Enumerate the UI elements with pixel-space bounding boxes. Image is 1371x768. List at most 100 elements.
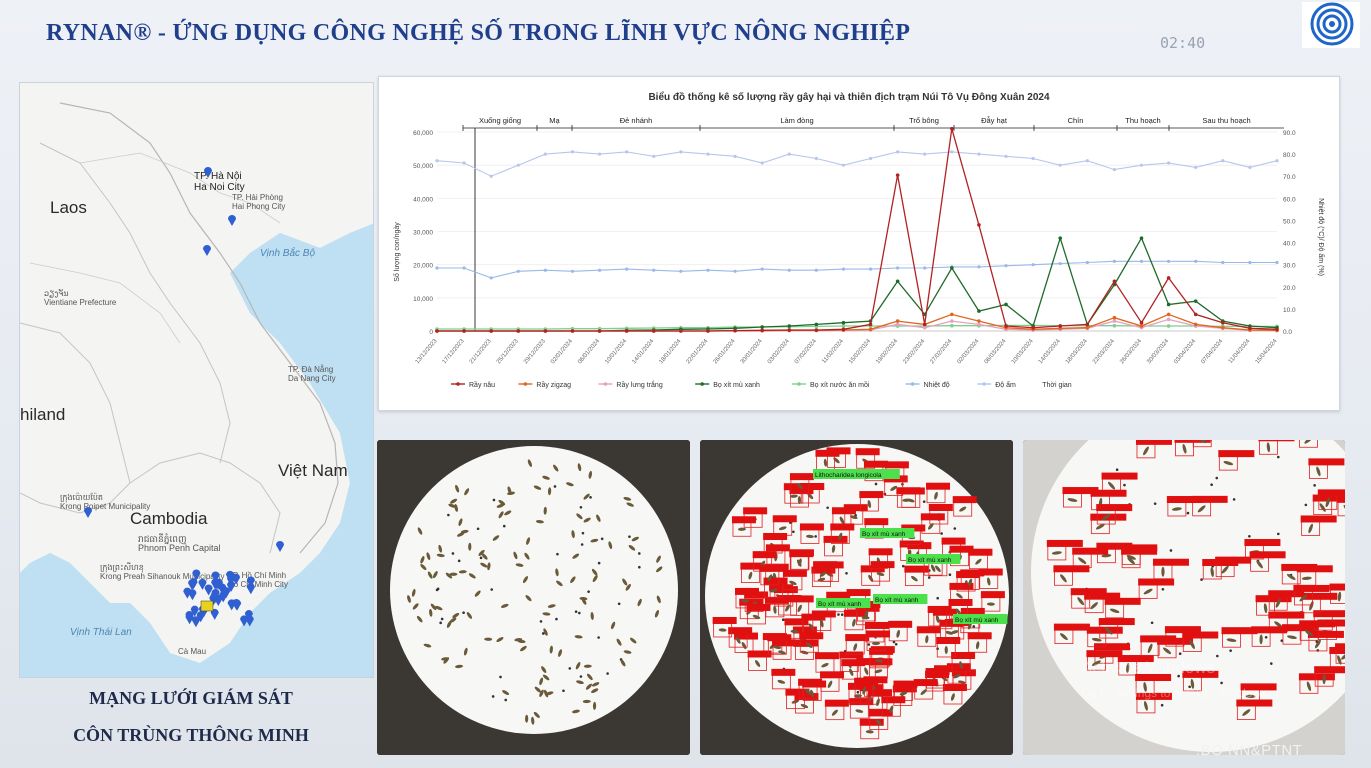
insect bbox=[959, 661, 963, 669]
insect bbox=[625, 583, 631, 591]
detection-label bbox=[799, 523, 824, 531]
detection-label bbox=[916, 626, 941, 634]
series-point-0 bbox=[706, 329, 710, 333]
series-point-1 bbox=[1221, 325, 1225, 330]
plate-hole bbox=[578, 611, 581, 615]
series-point-2 bbox=[1112, 319, 1117, 323]
insect bbox=[588, 470, 593, 479]
x-tick-label: 06/03/2024 bbox=[984, 338, 1008, 365]
plate-hole bbox=[953, 527, 957, 530]
detection-label bbox=[746, 603, 771, 611]
insect bbox=[553, 464, 559, 472]
series-point-0 bbox=[516, 329, 521, 333]
detection-label bbox=[815, 449, 840, 457]
vietnam-region-map[interactable]: Laos Việt Nam Cambodia hiland TP. Hà Nội… bbox=[19, 82, 374, 678]
legend-label: Độ ẩm bbox=[995, 381, 1016, 389]
series-point-2 bbox=[950, 319, 954, 323]
series-point-0 bbox=[1004, 324, 1008, 328]
detection-label-green-text: Bọ xít mù xanh bbox=[818, 601, 862, 608]
series-point-5 bbox=[489, 276, 493, 280]
insect bbox=[545, 691, 554, 696]
insect bbox=[1314, 639, 1321, 649]
detection-label bbox=[1135, 674, 1172, 682]
insect bbox=[935, 615, 940, 623]
detection-label bbox=[860, 565, 885, 573]
plate-hole bbox=[1276, 532, 1280, 536]
series-point-1 bbox=[1139, 324, 1144, 328]
insect bbox=[558, 649, 563, 657]
insect bbox=[1101, 554, 1112, 558]
insect bbox=[805, 534, 814, 539]
series-point-2 bbox=[895, 322, 900, 327]
series-point-3 bbox=[760, 325, 764, 329]
y2-tick-label: 0.0 bbox=[1283, 329, 1292, 336]
detection-label bbox=[731, 516, 756, 524]
insect bbox=[520, 645, 527, 652]
insect bbox=[468, 573, 476, 579]
insect bbox=[435, 605, 443, 611]
detection-label bbox=[866, 630, 891, 638]
y2-tick-label: 30.0 bbox=[1283, 263, 1296, 270]
x-tick-label: 06/01/2024 bbox=[577, 338, 601, 365]
series-point-6 bbox=[516, 163, 520, 167]
insect bbox=[630, 637, 637, 644]
insect bbox=[1308, 523, 1313, 534]
plate-hole bbox=[928, 569, 931, 572]
insect bbox=[533, 485, 542, 490]
series-point-4 bbox=[1112, 323, 1117, 328]
detection-label bbox=[1249, 551, 1286, 559]
insect bbox=[456, 532, 465, 537]
plate-hole bbox=[606, 672, 609, 675]
x-tick-label: 07/04/2024 bbox=[1200, 338, 1224, 365]
series-point-5 bbox=[543, 268, 547, 272]
detection-label bbox=[870, 561, 895, 569]
x-tick-label: 03/02/2024 bbox=[767, 338, 791, 365]
detection-label bbox=[941, 537, 966, 545]
series-point-6 bbox=[706, 152, 710, 156]
detection-label bbox=[759, 564, 784, 572]
detection-label bbox=[1307, 630, 1344, 638]
y2-tick-label: 10.0 bbox=[1283, 307, 1296, 314]
detection-label bbox=[752, 551, 777, 559]
detection-label bbox=[1117, 655, 1154, 663]
country-label-cambodia: Cambodia bbox=[130, 509, 208, 528]
legend-swatch-dot bbox=[456, 382, 460, 386]
detection-label bbox=[739, 598, 764, 606]
insect bbox=[484, 637, 493, 641]
plate-hole bbox=[1200, 578, 1203, 581]
detection-label bbox=[1329, 583, 1345, 591]
insect bbox=[620, 659, 626, 667]
series-point-3 bbox=[895, 279, 900, 284]
plate-hole bbox=[579, 505, 583, 509]
detection-label bbox=[1215, 556, 1252, 564]
trap-image-detected-green[interactable]: Lithocharidea longicola Bọ xít mù xanh Bọ … bbox=[700, 440, 1013, 755]
detection-label bbox=[942, 684, 967, 692]
insect bbox=[920, 689, 927, 695]
detection-label bbox=[765, 544, 790, 552]
insect bbox=[572, 553, 580, 559]
plate-hole bbox=[600, 537, 604, 541]
plate-hole bbox=[781, 618, 785, 622]
detection-label bbox=[747, 650, 772, 658]
trap-image-detected-red[interactable]: Activate Windows Go to Settings to activ… bbox=[1023, 440, 1345, 755]
insect bbox=[1223, 461, 1234, 466]
series-point-6 bbox=[1167, 161, 1171, 165]
detection-label bbox=[1174, 440, 1211, 443]
detection-label bbox=[980, 591, 1005, 599]
detection-label-green bbox=[906, 554, 961, 564]
insect bbox=[407, 595, 411, 603]
plate-hole bbox=[556, 552, 559, 556]
detection-label bbox=[785, 688, 810, 696]
series-point-4 bbox=[841, 324, 846, 328]
detection-label bbox=[1301, 592, 1338, 600]
detection-label bbox=[864, 518, 889, 526]
insect bbox=[466, 612, 473, 619]
detection-label bbox=[925, 668, 950, 676]
plate-hole bbox=[1115, 468, 1119, 471]
insect bbox=[1299, 594, 1308, 602]
insect bbox=[876, 572, 885, 576]
series-point-5 bbox=[1167, 259, 1171, 263]
trap-image-raw[interactable] bbox=[377, 440, 690, 755]
series-point-6 bbox=[1112, 167, 1117, 172]
insect bbox=[797, 496, 802, 505]
